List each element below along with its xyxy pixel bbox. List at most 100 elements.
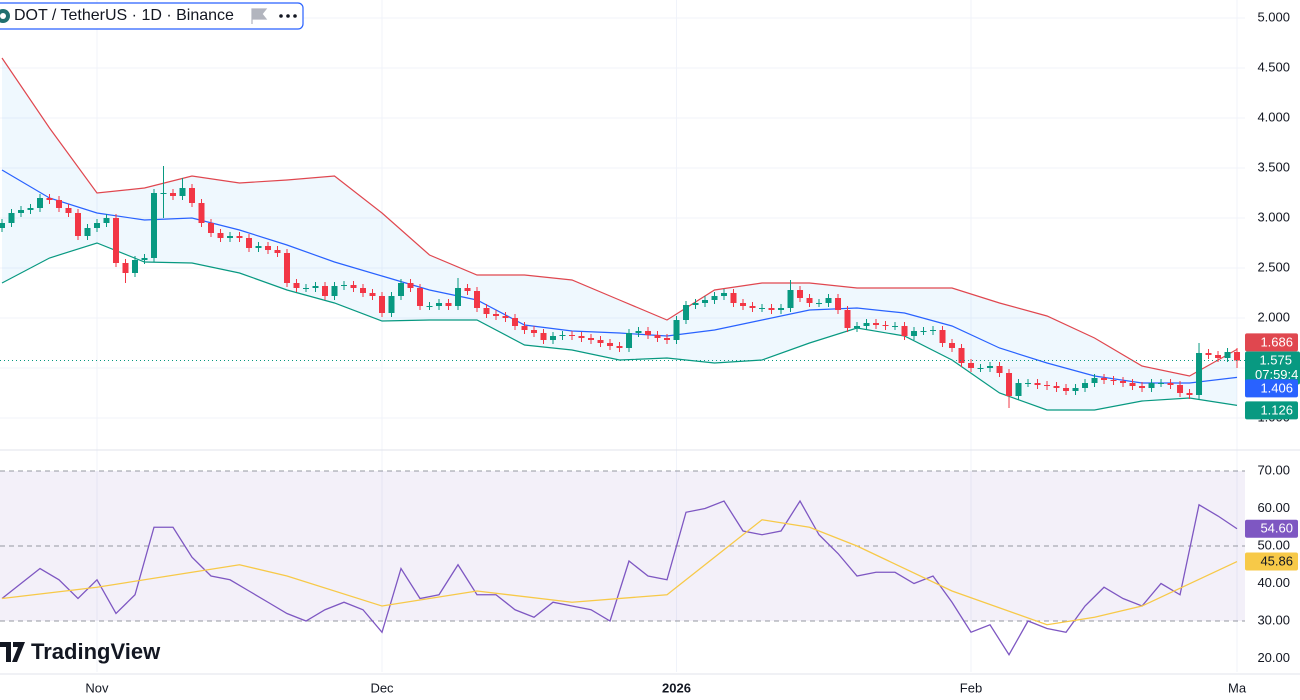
y-tick-label: 4.000 bbox=[1257, 109, 1290, 124]
candle-body bbox=[398, 283, 405, 296]
symbol-icon-dot bbox=[0, 13, 6, 19]
candle-body bbox=[1025, 383, 1032, 384]
candle-body bbox=[1053, 386, 1060, 388]
candle-body bbox=[1196, 353, 1203, 395]
candle-body bbox=[293, 283, 300, 288]
candle-body bbox=[863, 323, 870, 326]
candle-body bbox=[1139, 386, 1146, 388]
legend-box[interactable] bbox=[0, 2, 304, 30]
band-fill bbox=[2, 58, 1238, 410]
candle-body bbox=[740, 303, 747, 306]
candle-body bbox=[103, 218, 110, 223]
data-layer bbox=[0, 57, 1245, 657]
symbol-legend[interactable]: DOT / TetherUS · 1D · Binance bbox=[0, 2, 304, 30]
brand-logo[interactable]: TradingView bbox=[0, 639, 161, 664]
candle-body bbox=[692, 303, 699, 305]
candle-body bbox=[1044, 385, 1051, 386]
x-tick-label: Nov bbox=[85, 680, 109, 695]
candle-body bbox=[702, 300, 709, 303]
candle-body bbox=[46, 198, 53, 200]
candle-body bbox=[550, 336, 557, 340]
candle-body bbox=[493, 314, 500, 316]
candle-body bbox=[835, 298, 842, 310]
candle-body bbox=[626, 333, 633, 348]
candle-body bbox=[341, 285, 348, 286]
y-tick-label: 70.00 bbox=[1257, 462, 1290, 477]
candle-body bbox=[36, 198, 43, 208]
candle-body bbox=[1091, 378, 1098, 383]
candle-body bbox=[968, 363, 975, 368]
candle-body bbox=[711, 296, 718, 300]
candle-body bbox=[749, 306, 756, 308]
candle-body bbox=[303, 288, 310, 289]
candle-body bbox=[531, 330, 538, 333]
candle-body bbox=[1101, 378, 1108, 380]
candle-body bbox=[939, 330, 946, 343]
y-tick-label: 2.000 bbox=[1257, 309, 1290, 324]
candle-body bbox=[588, 338, 595, 340]
indicator-tag-text: 45.86 bbox=[1260, 553, 1293, 568]
candle-body bbox=[112, 218, 119, 263]
candle-body bbox=[1129, 383, 1136, 386]
candle-body bbox=[873, 323, 880, 325]
candle-body bbox=[569, 335, 576, 336]
candle-body bbox=[255, 246, 262, 248]
candle-body bbox=[350, 285, 357, 288]
candle-body bbox=[84, 228, 91, 236]
lower-band-tag: 1.126 bbox=[1245, 401, 1298, 420]
candle-body bbox=[455, 288, 462, 306]
candle-body bbox=[388, 296, 395, 313]
candle-body bbox=[246, 238, 252, 248]
candle-body bbox=[65, 208, 72, 213]
candle-body bbox=[265, 246, 272, 250]
y-tick-label: 4.500 bbox=[1257, 59, 1290, 74]
candle-body bbox=[445, 303, 452, 306]
candle-body bbox=[683, 305, 690, 320]
candle-body bbox=[436, 303, 443, 306]
y-tick-label: 5.000 bbox=[1257, 9, 1290, 24]
candle-body bbox=[198, 203, 205, 223]
lower-band-tag-box bbox=[1245, 401, 1298, 420]
x-tick-label: Feb bbox=[960, 680, 982, 695]
y-tick-label: 30.00 bbox=[1257, 612, 1290, 627]
candle-body bbox=[141, 258, 148, 260]
candle-body bbox=[93, 223, 100, 228]
candle-body bbox=[578, 336, 585, 338]
candle-body bbox=[1015, 383, 1022, 396]
candle-body bbox=[930, 330, 937, 331]
candle-body bbox=[417, 288, 424, 306]
candle-body bbox=[55, 200, 62, 208]
candle-body bbox=[322, 286, 329, 296]
candle-body bbox=[1234, 352, 1241, 361]
candle-body bbox=[274, 250, 281, 253]
candle-body bbox=[122, 263, 129, 273]
candle-body bbox=[207, 223, 214, 233]
candle-body bbox=[379, 296, 386, 313]
candle-body bbox=[816, 303, 823, 304]
flag-icon[interactable] bbox=[251, 8, 268, 24]
candle-body bbox=[768, 308, 775, 310]
upper-band-tag: 1.686 bbox=[1245, 333, 1298, 352]
candle-body bbox=[664, 338, 671, 340]
y-tick-label: 50.00 bbox=[1257, 537, 1290, 552]
indicator-line bbox=[1, 519, 1238, 626]
candle-body bbox=[787, 290, 794, 308]
candle-body bbox=[512, 318, 519, 326]
candle-body bbox=[179, 188, 186, 196]
candle-body bbox=[1063, 388, 1070, 391]
upper-band-tag-box bbox=[1245, 333, 1298, 352]
candle-body bbox=[607, 343, 614, 346]
candle-body bbox=[1034, 383, 1041, 385]
more-dot[interactable] bbox=[293, 14, 297, 18]
band-line bbox=[1, 57, 1238, 377]
candle-body bbox=[17, 210, 24, 213]
candle-body bbox=[483, 308, 490, 314]
more-dot[interactable] bbox=[279, 14, 283, 18]
candle-body bbox=[464, 288, 471, 291]
candle-body bbox=[284, 253, 291, 283]
more-dot[interactable] bbox=[286, 14, 290, 18]
upper-band-tag-text: 1.686 bbox=[1260, 334, 1293, 349]
symbol-title: DOT / TetherUS · 1D · Binance bbox=[14, 7, 234, 24]
